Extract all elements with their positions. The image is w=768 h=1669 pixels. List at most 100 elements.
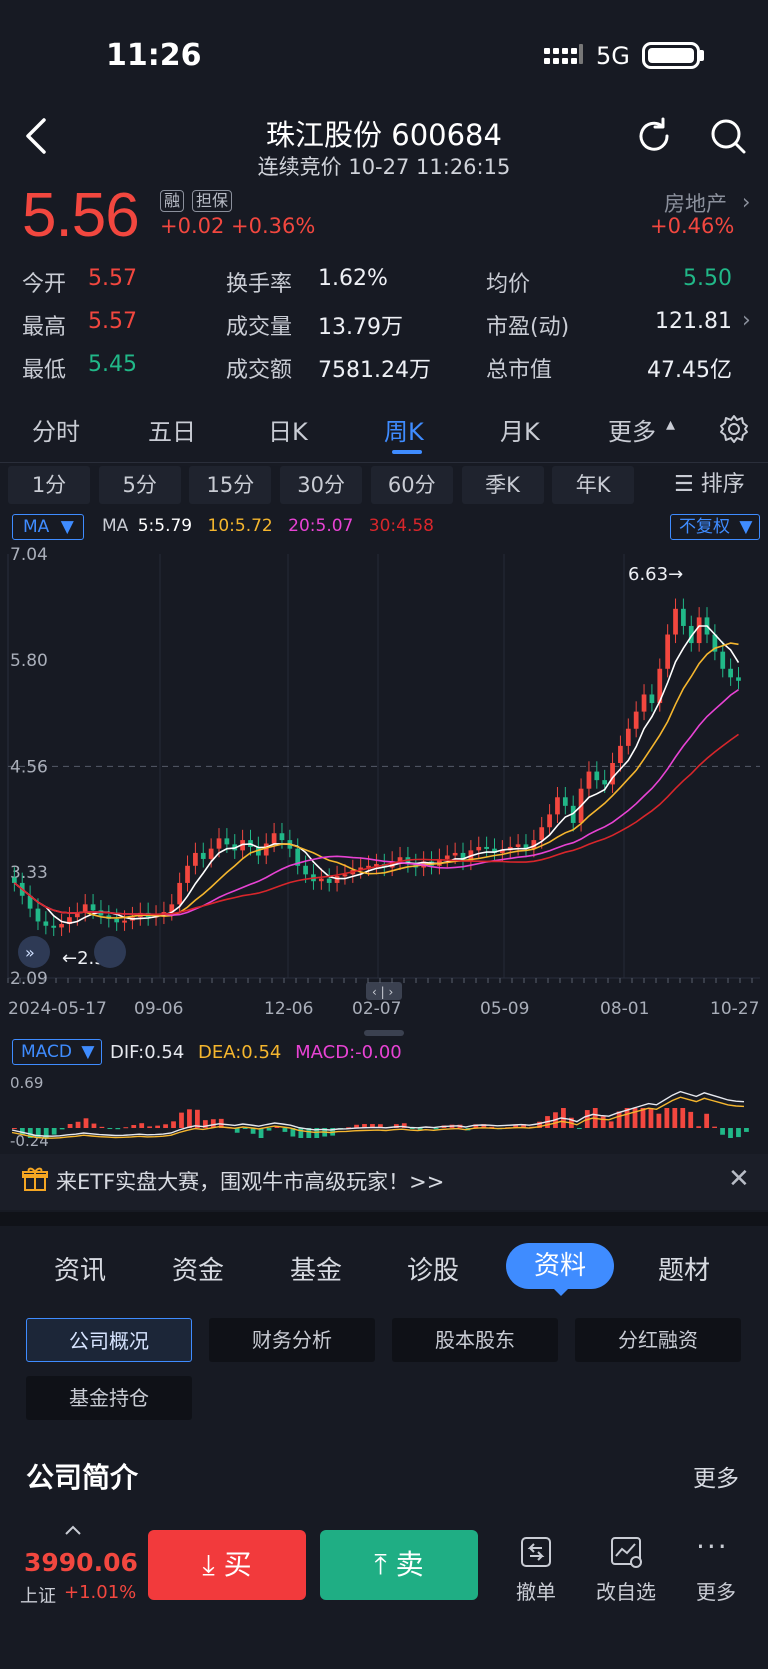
- candle-body: [74, 912, 80, 918]
- close-icon[interactable]: ✕: [728, 1164, 750, 1194]
- tab-interval[interactable]: 30分: [280, 466, 363, 504]
- refresh-icon[interactable]: [634, 116, 674, 156]
- candle-body: [625, 728, 631, 746]
- subtab[interactable]: 股本股东: [392, 1318, 558, 1362]
- copy-icon[interactable]: [94, 936, 126, 968]
- stat-value: 5.45: [88, 352, 137, 377]
- macd-bar: [163, 1124, 168, 1128]
- tab-period[interactable]: 日K: [268, 418, 308, 446]
- candle-body: [696, 617, 702, 644]
- tab-period[interactable]: 五日: [148, 418, 196, 446]
- tab-period[interactable]: 月K: [500, 418, 540, 446]
- candle-body: [208, 848, 214, 859]
- download-icon: ⤓: [202, 1548, 224, 1581]
- back-icon[interactable]: [22, 116, 50, 156]
- index-value[interactable]: 3990.06: [24, 1548, 138, 1577]
- chevron-right-icon[interactable]: ›: [742, 308, 751, 333]
- macd-bar: [656, 1113, 662, 1128]
- macd-bar: [139, 1123, 145, 1128]
- sort-button[interactable]: ☰ 排序: [674, 466, 745, 504]
- tab-info[interactable]: 资金: [172, 1256, 225, 1286]
- candle-body: [397, 857, 403, 862]
- promo-banner[interactable]: [0, 1154, 768, 1210]
- sector-link[interactable]: 房地产: [664, 192, 727, 216]
- edit-watchlist-icon[interactable]: [608, 1534, 644, 1570]
- caret-up-icon[interactable]: ▴: [666, 414, 676, 435]
- candle-body: [366, 865, 371, 868]
- expand-left-icon[interactable]: [18, 936, 50, 968]
- chevron-up-icon[interactable]: [64, 1524, 82, 1536]
- candle-body: [43, 921, 49, 926]
- candle-body: [334, 876, 340, 883]
- gear-icon[interactable]: [719, 414, 749, 444]
- pane-resize-handle[interactable]: [364, 1030, 404, 1036]
- macd-bar: [123, 1127, 129, 1129]
- candle-body: [586, 771, 592, 789]
- tab-interval[interactable]: 年K: [552, 466, 635, 504]
- candle-body: [618, 745, 623, 764]
- candle-body: [193, 852, 198, 866]
- x-tick-label: 08-01: [600, 999, 649, 1019]
- upload-icon: ⤒: [374, 1548, 396, 1581]
- macd-bar: [107, 1128, 113, 1129]
- candle-body: [555, 797, 560, 815]
- stat-label: 总市值: [486, 358, 553, 383]
- section-more-link[interactable]: 更多: [693, 1466, 739, 1492]
- tab-interval[interactable]: 季K: [461, 466, 544, 504]
- indicator-select[interactable]: MA ▼: [12, 514, 84, 540]
- search-icon[interactable]: [708, 116, 748, 156]
- cancel-order-label[interactable]: 撤单: [516, 1580, 556, 1604]
- macd-bar: [433, 1128, 439, 1130]
- edit-watchlist-label[interactable]: 改自选: [596, 1580, 656, 1604]
- more-label[interactable]: 更多: [696, 1580, 736, 1604]
- sell-button[interactable]: ⤒ 卖: [320, 1530, 478, 1600]
- subtab[interactable]: 基金持仓: [26, 1376, 192, 1420]
- buy-label: 买: [223, 1548, 252, 1581]
- tab-info[interactable]: 基金: [290, 1256, 343, 1286]
- kline-chart[interactable]: 7.045.804.563.332.096.63→←2.50»‹ | ›2024…: [0, 540, 768, 1040]
- banner-text[interactable]: 来ETF实盘大赛，围观牛市高级玩家！>>: [56, 1170, 445, 1194]
- macd-bar: [131, 1125, 137, 1128]
- macd-bar: [147, 1126, 153, 1128]
- stat-value: 5.50: [683, 266, 732, 291]
- scroll-handle-icon[interactable]: ‹ | ›: [372, 985, 393, 999]
- macd-bar: [51, 1128, 57, 1135]
- tab-info[interactable]: 题材: [658, 1256, 711, 1286]
- tab-info-active[interactable]: 资料: [506, 1243, 614, 1289]
- adjust-select[interactable]: 不复权 ▼: [670, 514, 760, 540]
- subtab[interactable]: 财务分析: [209, 1318, 375, 1362]
- tab-info[interactable]: 资讯: [54, 1256, 107, 1286]
- more-dots-icon[interactable]: ···: [696, 1530, 729, 1563]
- tab-interval[interactable]: 1分: [8, 466, 90, 504]
- tab-interval[interactable]: 15分: [189, 466, 272, 504]
- macd-bar: [362, 1124, 367, 1128]
- tab-period[interactable]: 周K: [384, 418, 424, 446]
- candle-body: [523, 844, 529, 849]
- macd-bar: [744, 1128, 749, 1132]
- section-divider: [0, 1212, 768, 1226]
- macd-bar: [234, 1128, 240, 1133]
- chevron-right-icon[interactable]: ›: [742, 190, 751, 214]
- tab-period[interactable]: 更多: [608, 418, 656, 446]
- tab-period[interactable]: 分时: [32, 418, 80, 446]
- tab-info[interactable]: 诊股: [407, 1256, 460, 1286]
- caret-down-icon: ▼: [739, 517, 753, 537]
- subtab[interactable]: 分红融资: [575, 1318, 741, 1362]
- candle-body: [169, 904, 175, 913]
- cancel-order-icon[interactable]: [518, 1534, 554, 1570]
- x-tick-label: 10-27: [710, 999, 759, 1019]
- tab-interval[interactable]: 5分: [98, 466, 181, 504]
- candle-body: [602, 780, 608, 785]
- double-chevron-icon[interactable]: »: [25, 943, 35, 962]
- macd-bar: [576, 1128, 582, 1129]
- macd-select[interactable]: MACD ▼: [12, 1039, 102, 1065]
- tab-interval[interactable]: 60分: [370, 466, 453, 504]
- x-tick-label: 02-07: [352, 999, 401, 1019]
- x-tick-label: 09-06: [134, 999, 183, 1019]
- buy-button[interactable]: ⤓ 买: [148, 1530, 306, 1600]
- candle-body: [610, 763, 615, 785]
- scroll-handle[interactable]: [366, 982, 402, 1000]
- subtab[interactable]: 公司概况: [26, 1318, 192, 1362]
- macd-bar: [378, 1124, 383, 1128]
- active-tab-pointer: [553, 1288, 569, 1296]
